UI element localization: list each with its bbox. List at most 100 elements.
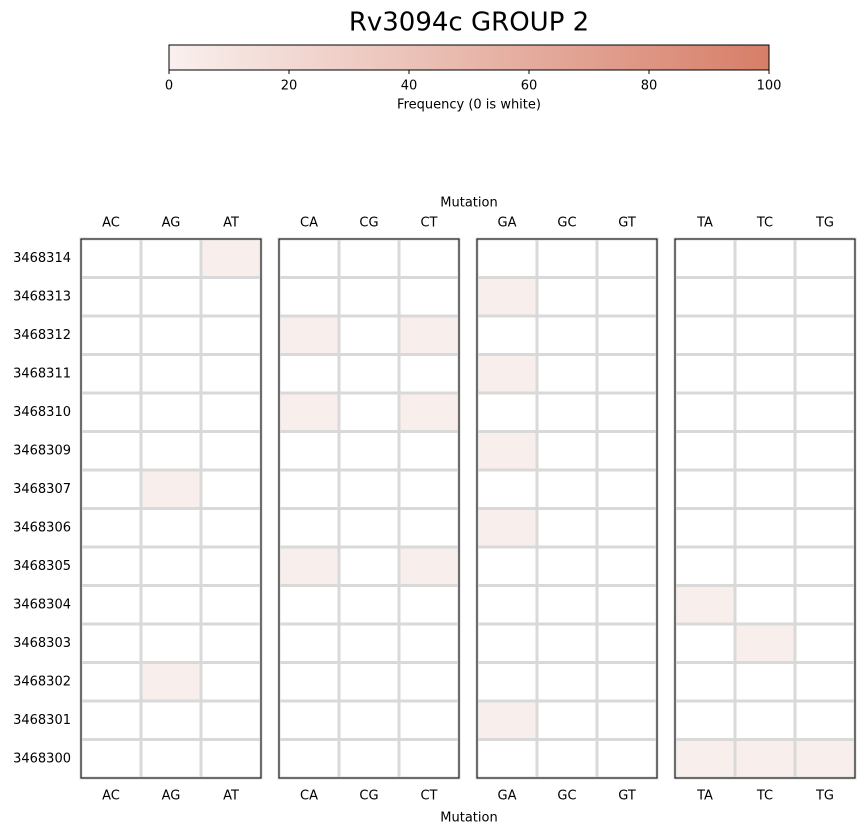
heatmap-cell xyxy=(733,276,797,318)
x-tick-label-top: CA xyxy=(300,216,318,231)
heatmap-cell xyxy=(673,430,737,472)
x-tick-label-top: GT xyxy=(618,216,636,231)
heatmap-cell xyxy=(277,507,341,549)
heatmap-cell xyxy=(139,276,203,318)
heatmap-cell xyxy=(397,430,461,472)
x-tick-label-top: GC xyxy=(557,216,576,231)
heatmap-cell xyxy=(199,430,263,472)
heatmap-cell xyxy=(337,276,401,318)
heatmap-cell xyxy=(595,584,659,626)
heatmap-cell xyxy=(535,584,599,626)
heatmap-cell xyxy=(397,314,461,356)
y-tick-label: 3468309 xyxy=(13,443,71,458)
heatmap-cell xyxy=(793,699,857,741)
heatmap-cell xyxy=(595,738,659,780)
heatmap-cell xyxy=(595,237,659,279)
heatmap-cell xyxy=(79,237,143,279)
y-tick-label: 3468311 xyxy=(13,366,71,381)
heatmap-cell xyxy=(673,314,737,356)
heatmap-cell xyxy=(337,353,401,395)
heatmap-cell xyxy=(733,353,797,395)
x-tick-label-top: TC xyxy=(756,216,773,231)
heatmap-cell xyxy=(79,622,143,664)
colorbar-tick-label: 80 xyxy=(641,79,658,94)
heatmap-cell xyxy=(535,430,599,472)
heatmap-cell xyxy=(337,622,401,664)
heatmap-cell xyxy=(337,237,401,279)
heatmap-cell xyxy=(793,430,857,472)
panel-frame xyxy=(476,238,658,779)
heatmap-cell xyxy=(337,661,401,703)
heatmap-cell xyxy=(199,661,263,703)
colorbar-label: Frequency (0 is white) xyxy=(397,98,541,113)
heatmap-cell xyxy=(535,237,599,279)
heatmap-cell xyxy=(733,314,797,356)
heatmap-cell xyxy=(673,237,737,279)
heatmap-cell xyxy=(793,237,857,279)
heatmap-cell xyxy=(793,622,857,664)
heatmap-cell xyxy=(199,353,263,395)
heatmap-cell xyxy=(337,738,401,780)
heatmap-cell xyxy=(79,430,143,472)
heatmap-cell xyxy=(397,738,461,780)
heatmap-cell xyxy=(793,276,857,318)
heatmap-cell xyxy=(139,507,203,549)
heatmap-cell xyxy=(79,276,143,318)
heatmap-cell xyxy=(535,699,599,741)
heatmap-cell xyxy=(535,622,599,664)
x-tick-label-bottom: TA xyxy=(696,789,713,804)
heatmap-cell xyxy=(475,276,539,318)
heatmap-cell xyxy=(475,699,539,741)
heatmap-cell xyxy=(733,391,797,433)
heatmap-cell xyxy=(277,276,341,318)
heatmap-cell xyxy=(277,237,341,279)
y-tick-label: 3468301 xyxy=(13,713,71,728)
chart-title: Rv3094c GROUP 2 xyxy=(349,8,589,38)
colorbar-tick-label: 20 xyxy=(281,79,298,94)
heatmap-cell xyxy=(277,430,341,472)
heatmap-cell xyxy=(397,276,461,318)
heatmap-cell xyxy=(199,738,263,780)
heatmap-cell xyxy=(733,507,797,549)
heatmap-cell xyxy=(79,699,143,741)
heatmap-cell xyxy=(673,622,737,664)
heatmap-cell xyxy=(733,545,797,587)
heatmap-cell xyxy=(595,353,659,395)
heatmap-cell xyxy=(199,584,263,626)
heatmap-cell xyxy=(79,738,143,780)
y-tick-label: 3468313 xyxy=(13,289,71,304)
heatmap-cell xyxy=(79,353,143,395)
heatmap-cell xyxy=(673,699,737,741)
heatmap-cell xyxy=(673,507,737,549)
heatmap-cell xyxy=(535,661,599,703)
heatmap-cell xyxy=(199,391,263,433)
x-tick-label-bottom: TG xyxy=(815,789,834,804)
panel-frame xyxy=(674,238,856,779)
heatmap-cell xyxy=(793,661,857,703)
heatmap-cell xyxy=(139,353,203,395)
x-tick-label-top: TA xyxy=(696,216,713,231)
heatmap-cell xyxy=(337,468,401,510)
x-axis-label-bottom: Mutation xyxy=(440,811,497,826)
x-tick-label-bottom: CT xyxy=(420,789,437,804)
heatmap-cell xyxy=(535,468,599,510)
colorbar-tick-label: 60 xyxy=(521,79,538,94)
heatmap-cell xyxy=(475,507,539,549)
heatmap-cell xyxy=(277,353,341,395)
heatmap-cell xyxy=(475,738,539,780)
x-tick-label-bottom: GC xyxy=(557,789,576,804)
heatmap-cell xyxy=(733,430,797,472)
heatmap-cell xyxy=(397,622,461,664)
panel-frame xyxy=(278,238,460,779)
heatmap-cell xyxy=(733,584,797,626)
heatmap-cell xyxy=(475,391,539,433)
heatmap-cell xyxy=(793,314,857,356)
colorbar-tick-label: 100 xyxy=(757,79,782,94)
heatmap-cell xyxy=(673,353,737,395)
heatmap-cell xyxy=(79,507,143,549)
heatmap-cell xyxy=(139,468,203,510)
heatmap-cell xyxy=(733,661,797,703)
x-tick-label-bottom: AT xyxy=(223,789,239,804)
heatmap-cell xyxy=(475,545,539,587)
y-tick-label: 3468306 xyxy=(13,520,71,535)
